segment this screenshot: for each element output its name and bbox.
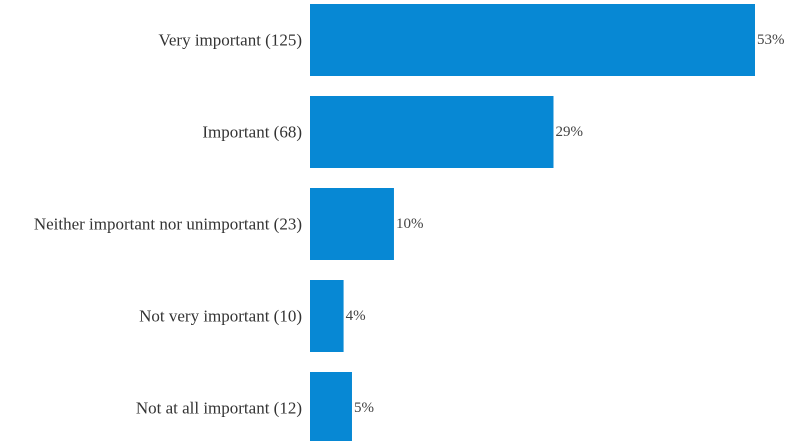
category-label-1: Important (68) bbox=[202, 123, 302, 142]
category-label-4: Not at all important (12) bbox=[136, 399, 302, 418]
category-label-0: Very important (125) bbox=[158, 31, 302, 50]
value-label-3: 4% bbox=[346, 308, 366, 324]
value-label-2: 10% bbox=[396, 216, 424, 232]
value-label-4: 5% bbox=[354, 400, 374, 416]
bar-3 bbox=[310, 280, 344, 352]
bars-layer bbox=[310, 4, 755, 441]
value-labels-layer: 53% 29% 10% 4% 5% bbox=[346, 32, 785, 416]
bar-0 bbox=[310, 4, 755, 76]
category-label-3: Not very important (10) bbox=[139, 307, 302, 326]
bar-2 bbox=[310, 188, 394, 260]
value-label-1: 29% bbox=[555, 124, 583, 140]
bar-4 bbox=[310, 372, 352, 441]
category-label-2: Neither important nor unimportant (23) bbox=[34, 215, 302, 234]
value-label-0: 53% bbox=[757, 32, 785, 48]
bar-1 bbox=[310, 96, 554, 168]
category-labels-layer: Very important (125) Important (68) Neithe… bbox=[34, 31, 302, 418]
